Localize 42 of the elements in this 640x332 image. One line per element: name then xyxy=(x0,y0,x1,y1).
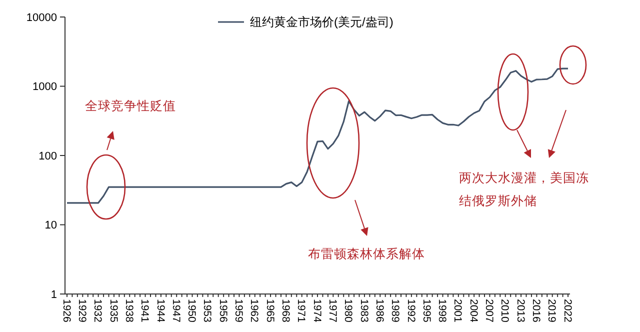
x-tick-label: 1980 xyxy=(342,299,354,323)
x-tick-label: 1944 xyxy=(154,299,166,323)
x-tick-label: 1971 xyxy=(295,299,308,323)
x-tick-label: 2013 xyxy=(514,299,526,323)
x-tick-label: 1977 xyxy=(326,299,338,323)
y-tick-label: 10000 xyxy=(26,12,57,24)
x-tick-label: 1986 xyxy=(373,299,386,323)
x-tick-label: 1956 xyxy=(216,299,229,323)
x-tick-label: 1953 xyxy=(201,299,214,323)
x-tick-label: 1935 xyxy=(107,299,120,323)
annotation: 全球竞争性贬值 xyxy=(85,99,176,113)
x-tick-label: 1932 xyxy=(92,299,104,323)
x-tick-label: 2010 xyxy=(498,299,511,323)
x-tick-label: 1947 xyxy=(170,299,182,323)
x-tick-label: 1962 xyxy=(248,299,260,323)
x-tick-label: 2022 xyxy=(561,299,574,323)
x-tick-label: 2007 xyxy=(483,299,496,323)
x-tick-label: 1989 xyxy=(389,299,402,323)
x-tick-label: 1968 xyxy=(280,299,292,323)
legend-label: 纽约黄金市场价(美元/盎司) xyxy=(250,15,394,30)
y-tick-label: 100 xyxy=(38,150,57,162)
x-tick-label: 1965 xyxy=(264,299,276,323)
x-tick-label: 1938 xyxy=(122,299,135,323)
x-tick-label: 1941 xyxy=(138,299,151,323)
x-tick-label: 2004 xyxy=(467,299,480,323)
x-tick-label: 1974 xyxy=(310,299,323,323)
annotation: 布雷顿森林体系解体 xyxy=(308,247,425,261)
annotation: 两次大水漫灌，美国冻结俄罗斯外储 xyxy=(459,170,589,208)
x-tick-label: 2019 xyxy=(546,299,558,323)
x-tick-label: 1959 xyxy=(232,299,245,323)
x-tick-label: 1926 xyxy=(60,299,72,323)
x-tick-label: 1929 xyxy=(76,299,88,323)
y-tick-label: 1 xyxy=(50,288,57,301)
y-tick-label: 1000 xyxy=(32,81,57,94)
x-tick-label: 1992 xyxy=(404,299,417,323)
x-tick-label: 2001 xyxy=(452,299,464,323)
x-tick-label: 2016 xyxy=(530,299,542,323)
x-tick-label: 1950 xyxy=(186,299,198,323)
x-tick-label: 1998 xyxy=(436,299,448,323)
y-tick-label: 10 xyxy=(44,220,57,232)
x-tick-label: 1995 xyxy=(420,299,432,323)
x-tick-label: 1983 xyxy=(358,299,370,323)
